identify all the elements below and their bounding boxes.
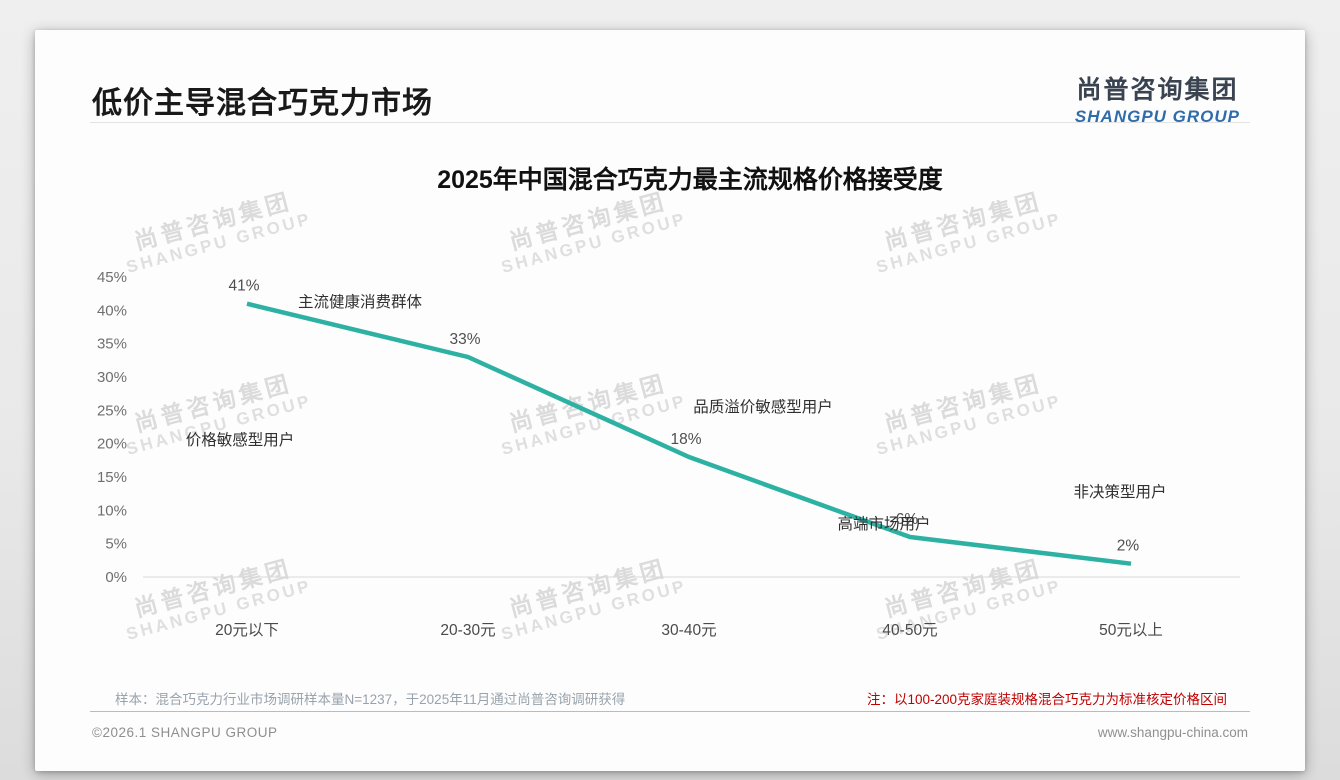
watermark: 尚普咨询集团 SHANGPU GROUP [116, 360, 314, 460]
watermark: 尚普咨询集团 SHANGPU GROUP [866, 360, 1064, 460]
watermark: 尚普咨询集团 SHANGPU GROUP [491, 545, 689, 645]
watermark: 尚普咨询集团 SHANGPU GROUP [491, 178, 689, 278]
copyright-text: ©2026.1 SHANGPU GROUP [92, 725, 278, 740]
page-title: 低价主导混合巧克力市场 [92, 87, 433, 120]
watermark: 尚普咨询集团 SHANGPU GROUP [116, 545, 314, 645]
sample-note: 样本：混合巧克力行业市场调研样本量N=1237，于2025年11月通过尚普咨询调… [115, 692, 626, 707]
watermark: 尚普咨询集团 SHANGPU GROUP [866, 178, 1064, 278]
watermark: 尚普咨询集团 SHANGPU GROUP [116, 178, 314, 278]
report-slide: 低价主导混合巧克力市场 尚普咨询集团 SHANGPU GROUP 2025年中国… [35, 30, 1305, 771]
price-note: 注：以100-200克家庭装规格混合巧克力为标准核定价格区间 [866, 692, 1227, 707]
slide-header: 低价主导混合巧克力市场 尚普咨询集团 SHANGPU GROUP [92, 70, 1245, 140]
shangpu-logo: 尚普咨询集团 SHANGPU GROUP [1075, 70, 1240, 127]
watermark: 尚普咨询集团 SHANGPU GROUP [866, 545, 1064, 645]
bottom-bar: ©2026.1 SHANGPU GROUP www.shangpu-china.… [90, 720, 1250, 750]
website-text: www.shangpu-china.com [1097, 725, 1248, 740]
header-divider [90, 122, 1250, 123]
watermark-layer: 尚普咨询集团 SHANGPU GROUP 尚普咨询集团 SHANGPU GROUP 尚普… [35, 30, 1305, 771]
watermark: 尚普咨询集团 SHANGPU GROUP [491, 360, 689, 460]
logo-text-en: SHANGPU GROUP [1074, 107, 1240, 126]
logo-text-cn: 尚普咨询集团 [1076, 76, 1239, 104]
footer-divider [90, 711, 1250, 712]
chart-title: 2025年中国混合巧克力最主流规格价格接受度 [437, 166, 943, 194]
